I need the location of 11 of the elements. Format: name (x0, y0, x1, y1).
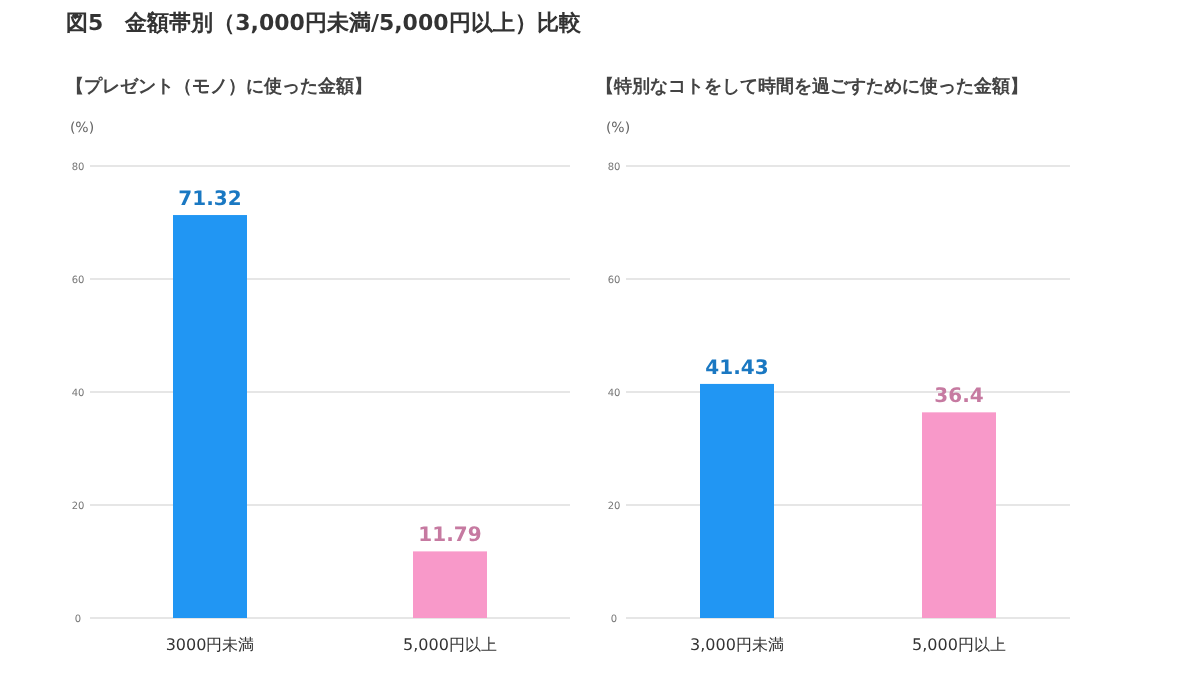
data-label: 71.32 (178, 189, 242, 212)
data-label: 36.4 (934, 386, 984, 409)
chart-subtitle: 【プレゼント（モノ）に使った金額】 (66, 76, 372, 98)
chart-title: 図5 金額帯別（3,000円未満/5,000円以上）比較 (66, 10, 583, 36)
chart-subtitle: 【特別なコトをして時間を過ごすために使った金額】 (596, 76, 1028, 98)
x-tick-label: 3,000円未満 (690, 636, 784, 654)
x-tick-label: 5,000円以上 (912, 636, 1006, 654)
data-label: 11.79 (418, 525, 482, 548)
data-label: 41.43 (705, 357, 769, 380)
x-tick-label: 3000円未満 (165, 636, 255, 654)
x-tick-label: 5,000円以上 (403, 636, 497, 654)
